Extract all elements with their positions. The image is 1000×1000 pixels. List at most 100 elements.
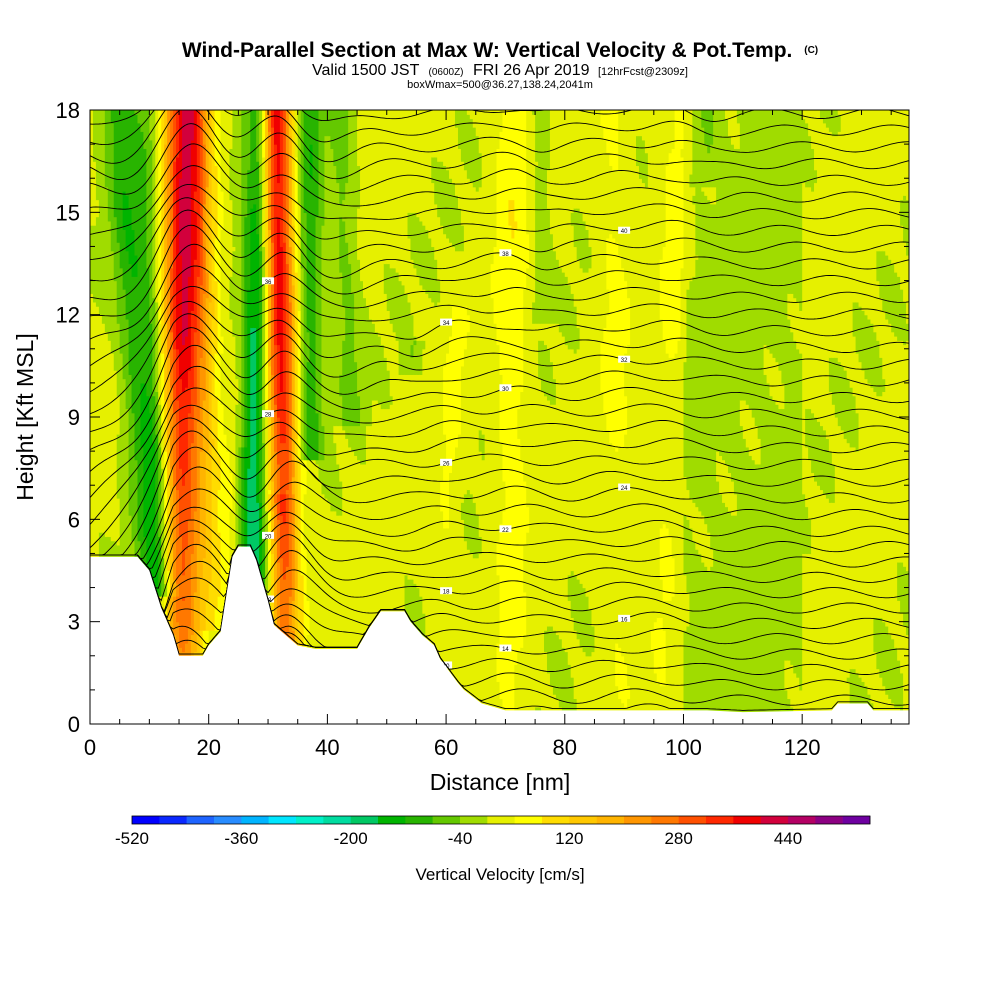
- velocity-cell: [855, 451, 860, 674]
- velocity-cell: [555, 110, 560, 260]
- velocity-cell: [603, 412, 607, 721]
- velocity-cell: [876, 340, 880, 397]
- velocity-cell: [879, 357, 883, 397]
- velocity-cell: [273, 617, 278, 636]
- velocity-cell: [692, 186, 696, 196]
- velocity-cell: [787, 318, 791, 661]
- velocity-cell: [757, 463, 762, 717]
- velocity-cell: [196, 276, 201, 346]
- velocity-cell: [357, 165, 361, 209]
- velocity-cell: [713, 203, 717, 721]
- velocity-cell: [446, 237, 450, 354]
- velocity-cell: [719, 110, 723, 456]
- velocity-cell: [389, 323, 394, 397]
- velocity-cell: [107, 110, 112, 222]
- velocity-cell: [416, 374, 420, 589]
- velocity-cell: [460, 110, 465, 162]
- x-tick-label: 60: [434, 735, 458, 760]
- colorbar-swatch: [432, 816, 461, 824]
- velocity-cell: [529, 110, 533, 721]
- velocity-cell: [276, 216, 281, 346]
- velocity-cell: [683, 361, 688, 478]
- colorbar-swatch: [405, 816, 433, 824]
- velocity-cell: [140, 131, 145, 384]
- velocity-cell: [544, 344, 548, 397]
- velocity-cell: [404, 574, 409, 614]
- velocity-cell: [285, 566, 290, 644]
- velocity-cell: [241, 446, 245, 555]
- velocity-cell: [490, 110, 495, 265]
- velocity-field: [90, 110, 909, 721]
- velocity-cell: [558, 267, 563, 333]
- velocity-cell: [662, 630, 667, 687]
- velocity-cell: [454, 195, 459, 252]
- velocity-cell: [876, 110, 880, 252]
- velocity-cell: [214, 608, 219, 631]
- velocity-cell: [128, 110, 133, 209]
- velocity-cell: [615, 110, 619, 171]
- velocity-cell: [621, 655, 625, 704]
- velocity-cell: [573, 574, 578, 631]
- velocity-cell: [549, 404, 554, 627]
- velocity-cell: [176, 621, 180, 661]
- velocity-cell: [357, 110, 361, 167]
- velocity-cell: [659, 685, 664, 721]
- velocity-cell: [588, 655, 593, 721]
- contour-label: 32: [621, 358, 628, 364]
- velocity-cell: [279, 442, 284, 495]
- velocity-cell: [336, 425, 340, 465]
- velocity-cell: [443, 165, 447, 235]
- velocity-cell: [457, 208, 462, 252]
- velocity-cell: [903, 195, 907, 243]
- isentrope-line: [90, 224, 909, 317]
- velocity-cell: [368, 425, 373, 636]
- velocity-cell: [508, 110, 512, 201]
- velocity-cell: [903, 110, 907, 196]
- velocity-cell: [256, 110, 260, 162]
- contour-label-bg: [262, 531, 275, 539]
- velocity-cell: [466, 489, 471, 550]
- velocity-cell: [624, 434, 628, 665]
- velocity-cell: [164, 596, 168, 627]
- velocity-cell: [291, 225, 296, 286]
- velocity-cell: [573, 208, 578, 248]
- velocity-cell: [268, 229, 272, 367]
- svg-text:Wind-Parallel Section at Max W: Wind-Parallel Section at Max W: Vertical…: [182, 39, 818, 62]
- velocity-cell: [276, 417, 281, 465]
- velocity-cell: [591, 625, 596, 653]
- velocity-cell: [633, 110, 637, 721]
- velocity-cell: [214, 280, 219, 354]
- velocity-cell: [707, 570, 711, 721]
- velocity-cell: [229, 148, 234, 201]
- velocity-cell: [131, 229, 136, 277]
- velocity-cell: [164, 144, 168, 324]
- velocity-cell: [849, 387, 854, 448]
- velocity-cell: [674, 110, 679, 354]
- velocity-cell: [766, 382, 771, 721]
- velocity-cell: [321, 110, 326, 226]
- velocity-cell: [754, 425, 759, 465]
- velocity-cell: [526, 110, 530, 235]
- velocity-cell: [822, 122, 827, 431]
- velocity-cell: [552, 110, 557, 252]
- velocity-cell: [879, 250, 883, 299]
- velocity-cell: [446, 169, 450, 239]
- velocity-cell: [505, 110, 509, 721]
- velocity-cell: [229, 510, 234, 576]
- velocity-cell: [861, 681, 866, 712]
- isentrope-line: [90, 430, 909, 556]
- velocity-cell: [817, 421, 821, 486]
- velocity-cell: [131, 110, 136, 230]
- velocity-cell: [336, 182, 340, 427]
- velocity-cell: [558, 638, 563, 708]
- velocity-cell: [244, 216, 248, 448]
- velocity-cell: [900, 225, 904, 290]
- velocity-cell: [122, 110, 127, 192]
- velocity-cell: [300, 110, 305, 269]
- colorbar-swatch: [678, 816, 707, 824]
- velocity-cell: [861, 370, 866, 682]
- velocity-cell: [546, 323, 551, 350]
- isentrope-line: [90, 446, 909, 556]
- velocity-cell: [873, 331, 877, 393]
- velocity-cell: [665, 527, 670, 601]
